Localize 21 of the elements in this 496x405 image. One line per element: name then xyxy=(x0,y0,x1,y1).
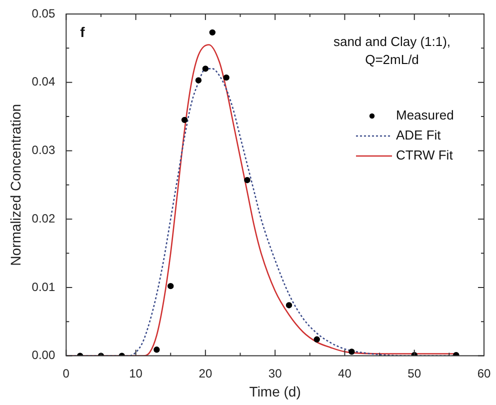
y-tick-label: 0.04 xyxy=(32,74,56,89)
annotation: Q=2mL/d xyxy=(365,52,419,68)
y-axis-title: Normalized Concentration xyxy=(7,104,24,266)
x-tick-label: 10 xyxy=(129,366,143,380)
x-tick-label: 60 xyxy=(477,366,491,380)
y-tick-label: 0.05 xyxy=(32,6,56,20)
x-tick-label: 40 xyxy=(338,366,352,380)
y-tick-label: 0.03 xyxy=(32,143,56,158)
x-tick-label: 30 xyxy=(268,366,282,380)
x-axis-title: Time (d) xyxy=(249,383,301,400)
annotation: f xyxy=(80,24,86,40)
annotation: sand and Clay (1:1), xyxy=(333,34,451,50)
x-tick-label: 50 xyxy=(408,366,422,380)
x-tick-label: 0 xyxy=(62,366,70,380)
x-tick-label: 20 xyxy=(198,366,212,380)
y-tick-label: 0.00 xyxy=(32,348,56,362)
legend-label: Measured xyxy=(396,108,454,123)
y-tick-label: 0.02 xyxy=(32,211,56,226)
y-tick-label: 0.01 xyxy=(32,280,56,294)
legend-label: CTRW Fit xyxy=(396,148,454,163)
legend-label: ADE Fit xyxy=(396,128,442,143)
